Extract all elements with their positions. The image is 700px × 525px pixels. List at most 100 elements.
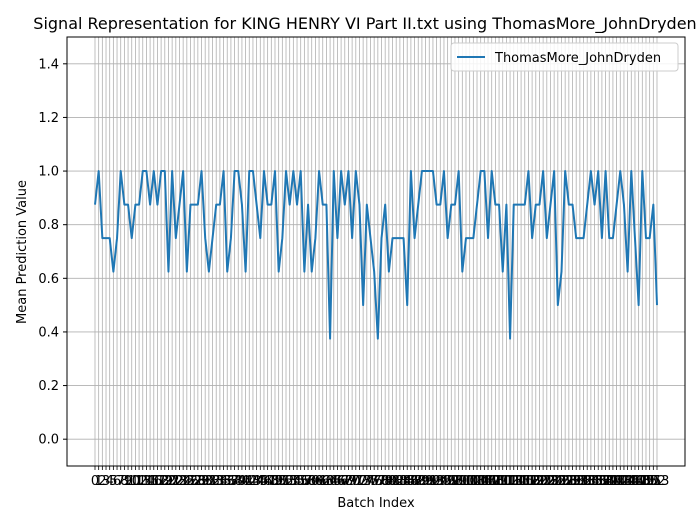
- x-tick-label: 89: [414, 474, 431, 489]
- x-tick-label: 130: [560, 474, 585, 489]
- x-tick-label: 34: [212, 474, 229, 489]
- x-tick-label: 3: [102, 474, 110, 489]
- x-tick-label: 44: [248, 474, 265, 489]
- x-tick-label: 61: [311, 474, 328, 489]
- x-tick-label: 121: [527, 474, 552, 489]
- x-tick-label: 125: [542, 474, 567, 489]
- x-tick-label: 101: [454, 474, 479, 489]
- x-tick-label: 68: [337, 474, 354, 489]
- x-tick-label: 0: [91, 474, 99, 489]
- x-tick-label: 115: [505, 474, 530, 489]
- x-tick-label: 24: [175, 474, 192, 489]
- x-tick-label: 79: [377, 474, 394, 489]
- x-tick-label: 22: [168, 474, 185, 489]
- x-tick-label: 81: [384, 474, 401, 489]
- x-tick-label: 6: [113, 474, 121, 489]
- series-line: [94, 170, 658, 340]
- x-tick-label: 146: [619, 474, 644, 489]
- x-tick-label: 57: [296, 474, 313, 489]
- x-tick-label: 60: [307, 474, 324, 489]
- x-tick-label: 85: [399, 474, 416, 489]
- y-tick-label: 0.2: [38, 379, 59, 394]
- x-tick-label: 117: [512, 474, 537, 489]
- x-tick-label: 4: [106, 474, 114, 489]
- x-tick-label: 33: [208, 474, 225, 489]
- x-tick-label: 50: [270, 474, 287, 489]
- x-tick-label: 67: [333, 474, 350, 489]
- x-tick-label: 129: [556, 474, 581, 489]
- x-tick-label: 84: [395, 474, 412, 489]
- x-tick-label: 93: [428, 474, 445, 489]
- x-tick-label: 116: [509, 474, 534, 489]
- x-tick-label: 54: [285, 474, 302, 489]
- x-tick-label: 19: [157, 474, 174, 489]
- x-tick-label: 13: [134, 474, 151, 489]
- x-tick-label: 142: [604, 474, 629, 489]
- x-tick-label: 42: [241, 474, 258, 489]
- x-tick-label: 110: [487, 474, 512, 489]
- x-tick-label: 102: [457, 474, 482, 489]
- x-tick-label: 23: [171, 474, 188, 489]
- y-tick-label: 0.6: [38, 272, 59, 287]
- x-tick-label: 28: [190, 474, 207, 489]
- x-tick-label: 123: [534, 474, 559, 489]
- x-tick-label: 36: [219, 474, 236, 489]
- x-tick-label: 153: [645, 474, 670, 489]
- x-tick-label: 99: [450, 474, 467, 489]
- x-tick-label: 56: [292, 474, 309, 489]
- x-tick-label: 127: [549, 474, 574, 489]
- x-tick-label: 53: [281, 474, 298, 489]
- x-tick-label: 71: [348, 474, 365, 489]
- x-tick-label: 20: [160, 474, 177, 489]
- x-tick-label: 97: [443, 474, 460, 489]
- y-tick-label: 1.0: [38, 165, 59, 180]
- x-tick-label: 114: [501, 474, 526, 489]
- plot-frame: [66, 36, 686, 467]
- x-tick-label: 32: [204, 474, 221, 489]
- x-tick-label: 25: [179, 474, 196, 489]
- x-tick-label: 149: [630, 474, 655, 489]
- x-tick-label: 72: [351, 474, 368, 489]
- x-tick-label: 100: [450, 474, 475, 489]
- legend: ThomasMore_JohnDryden: [450, 42, 679, 72]
- x-tick-label: 137: [586, 474, 611, 489]
- x-tick-label: 78: [373, 474, 390, 489]
- x-tick-label: 96: [439, 474, 456, 489]
- x-tick-label: 2: [98, 474, 106, 489]
- x-tick-label: 120: [523, 474, 548, 489]
- x-tick-label: 58: [300, 474, 317, 489]
- x-tick-label: 62: [314, 474, 331, 489]
- y-tick-label: 0.8: [38, 218, 59, 233]
- x-tick-label: 45: [252, 474, 269, 489]
- x-tick-label: 119: [520, 474, 545, 489]
- x-tick-label: 112: [494, 474, 519, 489]
- x-gridlines: [94, 37, 658, 466]
- x-tick-label: 46: [256, 474, 273, 489]
- x-tick-label: 31: [201, 474, 218, 489]
- y-tick-label: 0.0: [38, 433, 59, 448]
- x-tick-label: 69: [340, 474, 357, 489]
- x-tick-label: 48: [263, 474, 280, 489]
- x-tick-label: 73: [355, 474, 372, 489]
- legend-label: ThomasMore_JohnDryden: [494, 51, 661, 66]
- x-tick-label: 10: [123, 474, 140, 489]
- x-tick-label: 59: [303, 474, 320, 489]
- x-tick-label: 35: [215, 474, 232, 489]
- x-tick-label: 108: [479, 474, 504, 489]
- x-tick-label: 8: [120, 474, 128, 489]
- x-tick-label: 107: [476, 474, 501, 489]
- x-tick-label: 70: [344, 474, 361, 489]
- x-tick-label: 147: [623, 474, 648, 489]
- plot-series: [94, 170, 658, 340]
- x-tick-label: 66: [329, 474, 346, 489]
- x-tick-label: 139: [593, 474, 618, 489]
- x-tick-label: 132: [567, 474, 592, 489]
- x-tick-label: 86: [403, 474, 420, 489]
- x-tick-label: 94: [432, 474, 449, 489]
- x-tick-label: 150: [634, 474, 659, 489]
- x-tick-label: 11: [127, 474, 144, 489]
- y-tick-label: 1.2: [38, 111, 59, 126]
- x-tick-label: 124: [538, 474, 563, 489]
